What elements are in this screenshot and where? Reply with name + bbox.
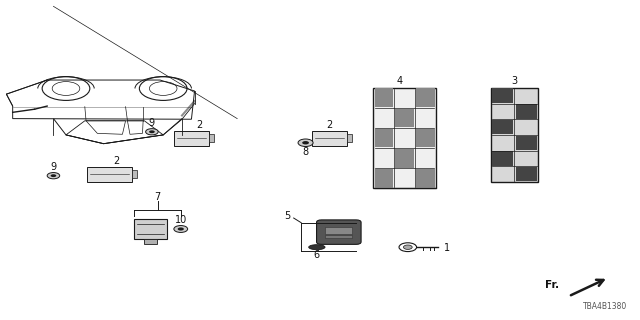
- Circle shape: [403, 245, 412, 249]
- Bar: [134, 219, 167, 239]
- Bar: [516, 104, 537, 119]
- Bar: [492, 120, 513, 134]
- Text: Fr.: Fr.: [545, 280, 559, 291]
- Bar: [373, 88, 436, 188]
- Bar: [516, 136, 537, 150]
- Circle shape: [149, 130, 155, 133]
- Text: 9: 9: [149, 118, 155, 128]
- Bar: [145, 239, 157, 244]
- Circle shape: [51, 174, 56, 177]
- Bar: [209, 134, 214, 142]
- Text: 4: 4: [397, 76, 403, 86]
- Bar: [325, 235, 352, 238]
- Bar: [87, 167, 132, 182]
- Text: 8: 8: [303, 147, 308, 157]
- Text: 7: 7: [154, 192, 161, 202]
- Bar: [396, 108, 414, 127]
- Bar: [374, 169, 393, 188]
- Text: 9: 9: [51, 162, 56, 172]
- FancyBboxPatch shape: [317, 220, 361, 244]
- Bar: [374, 129, 393, 148]
- Bar: [312, 131, 347, 146]
- Bar: [174, 131, 209, 146]
- Bar: [396, 149, 414, 168]
- Bar: [417, 169, 435, 188]
- Circle shape: [174, 226, 188, 232]
- Bar: [492, 151, 513, 166]
- Text: TBA4B1380: TBA4B1380: [583, 301, 627, 310]
- Ellipse shape: [308, 245, 325, 250]
- Text: 2: 2: [326, 120, 333, 130]
- Text: 2: 2: [196, 120, 202, 130]
- Bar: [491, 88, 538, 182]
- Text: 3: 3: [511, 76, 518, 86]
- Bar: [516, 167, 537, 181]
- Text: 5: 5: [284, 212, 291, 221]
- Bar: [374, 89, 393, 107]
- Circle shape: [178, 228, 184, 230]
- Bar: [417, 89, 435, 107]
- Circle shape: [47, 172, 60, 179]
- Text: 2: 2: [113, 156, 119, 166]
- Bar: [492, 89, 513, 103]
- Bar: [417, 129, 435, 148]
- Text: 10: 10: [175, 215, 187, 225]
- Bar: [132, 170, 138, 178]
- Circle shape: [298, 139, 313, 147]
- Text: 6: 6: [313, 250, 319, 260]
- Bar: [347, 134, 351, 142]
- Circle shape: [302, 141, 309, 144]
- Bar: [325, 227, 352, 234]
- Circle shape: [146, 129, 158, 135]
- Text: 1: 1: [444, 243, 451, 253]
